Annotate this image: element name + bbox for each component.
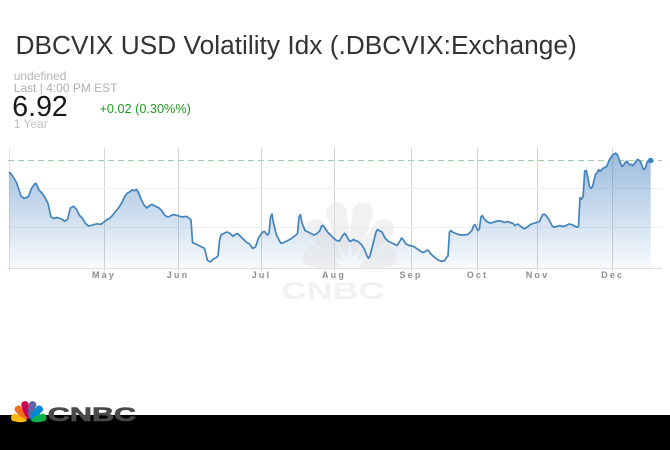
- svg-text:Jun: Jun: [167, 270, 190, 280]
- svg-text:Dec: Dec: [601, 270, 624, 280]
- svg-text:Jul: Jul: [252, 270, 272, 280]
- svg-text:Nov: Nov: [526, 270, 550, 280]
- svg-text:CNBC: CNBC: [281, 278, 384, 305]
- svg-text:Sep: Sep: [399, 270, 422, 280]
- svg-text:Aug: Aug: [322, 270, 346, 280]
- svg-text:CNBC: CNBC: [48, 405, 136, 426]
- svg-text:Oct: Oct: [467, 270, 489, 280]
- svg-text:May: May: [92, 270, 116, 280]
